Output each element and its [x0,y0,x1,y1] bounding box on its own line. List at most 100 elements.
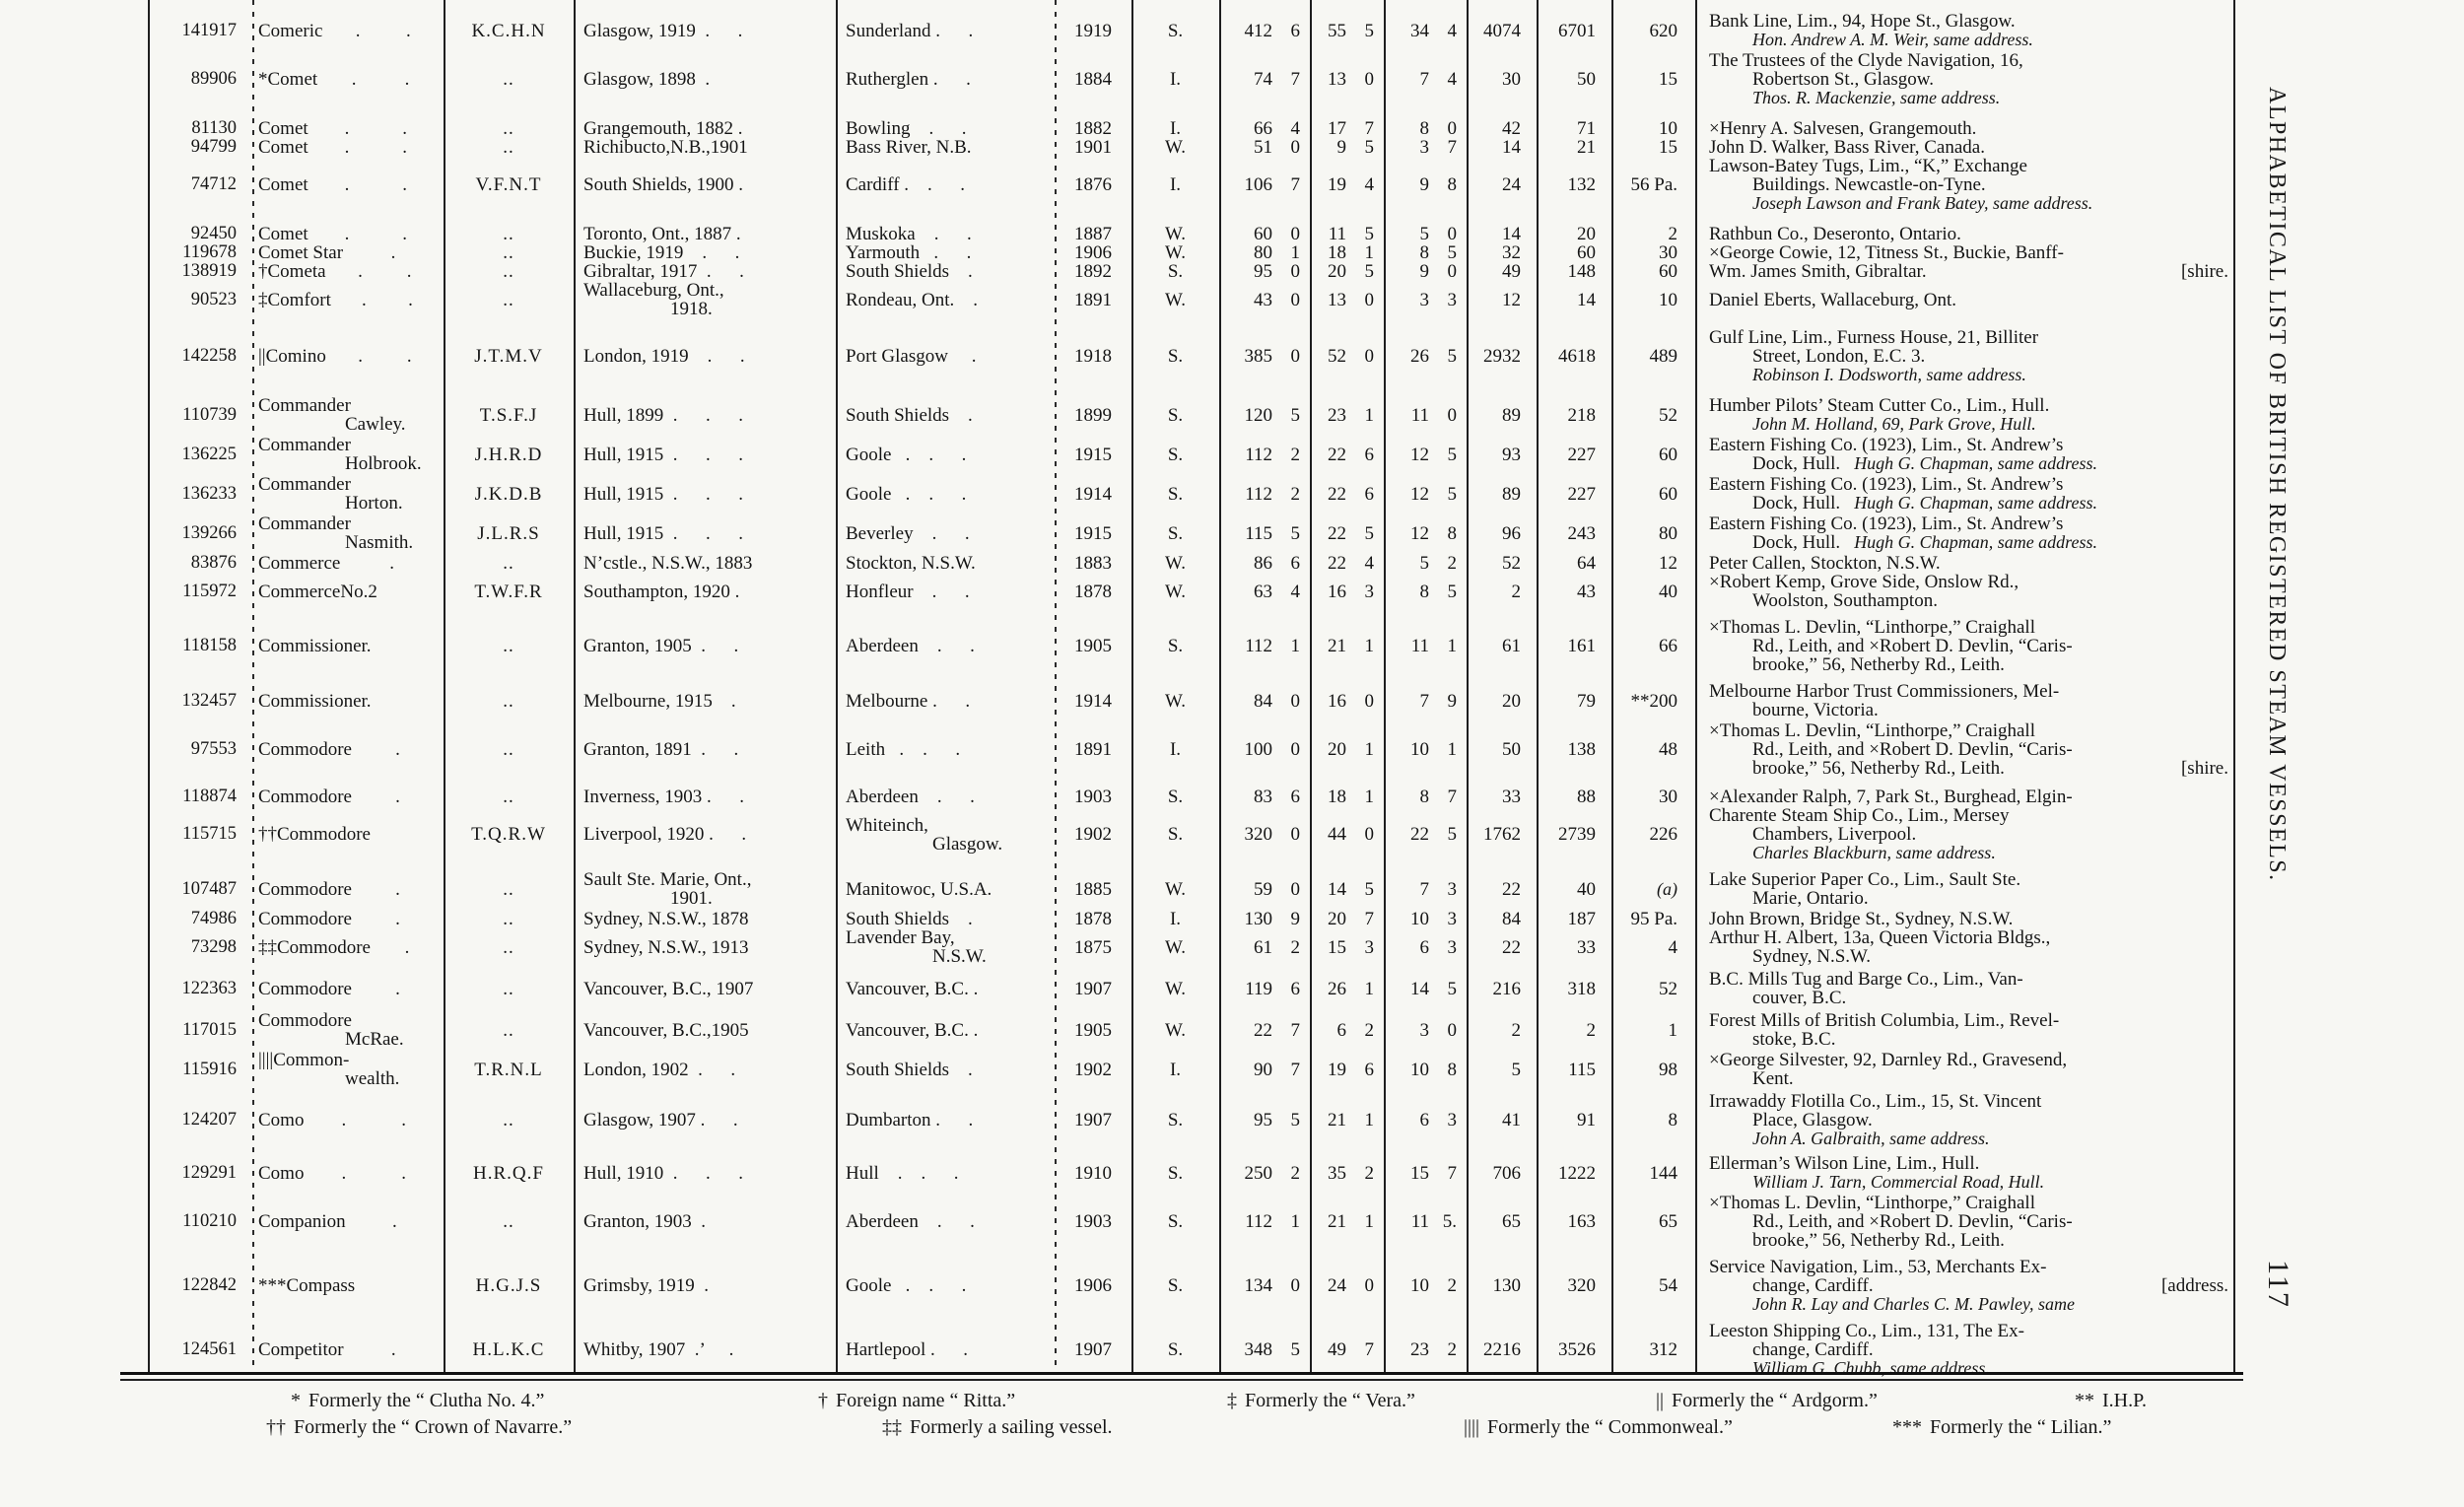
port-of-registry-cell: Honfleur . . [836,582,1055,601]
ship-name: ‡Comfort [258,290,331,309]
depth-cell: 6 3 [1384,1111,1467,1130]
horse-power: 56 Pa. [1630,175,1678,194]
length-tenths: 2 [1290,445,1301,464]
length-tenths: 6 [1290,788,1301,806]
length-cell: 86 6 [1219,554,1310,573]
ship-name: Commodore [258,879,352,899]
depth-tenths: 3 [1447,937,1458,957]
where-built-cell: Hull, 1915 . . . [574,524,836,543]
breadth-feet: 55 [1328,21,1346,40]
depth-tenths: 1 [1447,637,1458,655]
owner-line: Woolston, Southampton. [1709,591,2232,610]
where-built: Inverness, 1903 . . [583,788,745,806]
owner-line: John M. Holland, 69, Park Grove, Hull. [1709,415,2232,434]
hull-material: W. [1165,879,1186,899]
length-feet: 22 [1254,1020,1272,1040]
ship-name: Commander [258,396,351,416]
registry-year: 1905 [1074,637,1112,655]
depth-feet: 10 [1410,1060,1429,1079]
ship-name-cell: Commerce . [252,554,444,573]
owner-text: ×Thomas L. Devlin, “Linthorpe,” Craighal… [1709,618,2035,638]
breadth-cell: 17 7 [1310,119,1384,138]
hull-material: S. [1167,405,1184,425]
hull-material: S. [1167,1340,1184,1359]
hull-material: S. [1167,788,1184,806]
table-row: 74986 Commodore . .. Sydney, N.S.W., 187… [148,910,2235,928]
breadth-cell: 23 1 [1310,406,1384,425]
depth-tenths: 0 [1447,119,1458,138]
depth-tenths: 5 [1447,484,1458,504]
depth-feet: 23 [1410,1340,1429,1359]
length-cell: 83 6 [1219,788,1310,806]
leader-dot: . [389,554,395,573]
where-built-cell: Hull, 1910 . . . [574,1164,836,1183]
leader-dot: . [401,1111,406,1130]
registry-year: 1892 [1074,262,1112,281]
depth-tenths: 8 [1447,175,1458,194]
gross-tonnage: 71 [1577,119,1596,138]
breadth-tenths: 0 [1364,1276,1375,1295]
dot-leader: .. [308,225,444,243]
where-built: Sault Ste. Marie, Ont., [583,870,752,890]
length-tenths: 1 [1290,243,1301,262]
depth-tenths: 9 [1447,691,1458,711]
ship-official-number: 142258 [181,347,238,366]
dot-leader [351,396,444,415]
length-feet: 250 [1244,1163,1273,1183]
gross-tonnage: 64 [1577,554,1596,573]
owners-cell: Irrawaddy Flotilla Co., Lim., 15, St. Vi… [1695,1092,2232,1148]
table-rule [574,0,576,1372]
breadth-feet: 20 [1328,740,1346,759]
length-cell: 250 2 [1219,1164,1310,1183]
register-tonnage: 89 [1502,484,1521,504]
table-row: 136225 Commander Holbrook. J.H.R.D Hull,… [148,436,2235,473]
code-letters: .. [503,262,514,281]
gross-tonnage: 132 [1567,175,1597,194]
where-built: Gibraltar, 1917 . . [583,262,744,281]
ship-name-cell: ‡Comfort .. [252,291,444,309]
gross-tonnage: 33 [1577,937,1596,957]
ship-official-number: 122842 [181,1276,238,1295]
owner-text: Wm. James Smith, Gibraltar. [1709,262,1927,281]
breadth-tenths: 6 [1364,1060,1375,1079]
owner-line: bourne, Victoria. [1709,701,2232,719]
owner-text: Place, Glasgow. [1752,1110,1873,1130]
depth-feet: 6 [1419,1111,1430,1130]
ship-name-line2: Horton. [345,493,403,513]
breadth-feet: 16 [1328,691,1346,711]
ship-official-number: 107487 [181,879,238,899]
port-of-registry: Manitowoc, U.S.A. [846,879,992,899]
horse-power: 54 [1659,1276,1677,1295]
registry-year: 1918 [1074,347,1112,366]
gross-tonnage: 50 [1577,70,1596,89]
where-built: London, 1902 . . [583,1060,736,1079]
length-cell: 61 2 [1219,938,1310,957]
horse-power: 144 [1649,1163,1678,1183]
where-built: Hull, 1899 . . . [583,405,744,425]
breadth-tenths: 1 [1364,405,1375,425]
hull-material: S. [1167,21,1184,40]
ship-name-cell: Comet .. [252,175,444,194]
table-row: 115715 ††Commodore T.Q.R.W Liverpool, 19… [148,806,2235,862]
depth-tenths: 2 [1447,554,1458,573]
register-tonnage: 20 [1502,691,1521,711]
leader-dot: . [344,175,350,194]
depth-cell: 7 9 [1384,692,1467,711]
owner-text: Eastern Fishing Co. (1923), Lim., St. An… [1709,475,2064,495]
depth-cell: 8 5 [1384,582,1467,601]
length-cell: 90 7 [1219,1061,1310,1079]
owners-cell: Leeston Shipping Co., Lim., 131, The Ex-… [1695,1322,2232,1378]
depth-cell: 14 5 [1384,980,1467,998]
registry-year: 1915 [1074,445,1112,464]
dot-leader: .. [331,291,444,309]
dot-leader: .. [322,22,444,40]
hull-material: W. [1165,554,1186,573]
length-tenths: 4 [1290,119,1301,138]
owner-text: couver, B.C. [1752,988,1847,1007]
port-of-registry: Yarmouth . . [846,243,972,262]
length-feet: 90 [1254,1060,1272,1079]
port-of-registry-cell: Cardiff . . . [836,175,1055,194]
owner-text: ×Robert Kemp, Grove Side, Onslow Rd., [1709,573,2019,592]
gross-tonnage: 218 [1567,405,1597,425]
